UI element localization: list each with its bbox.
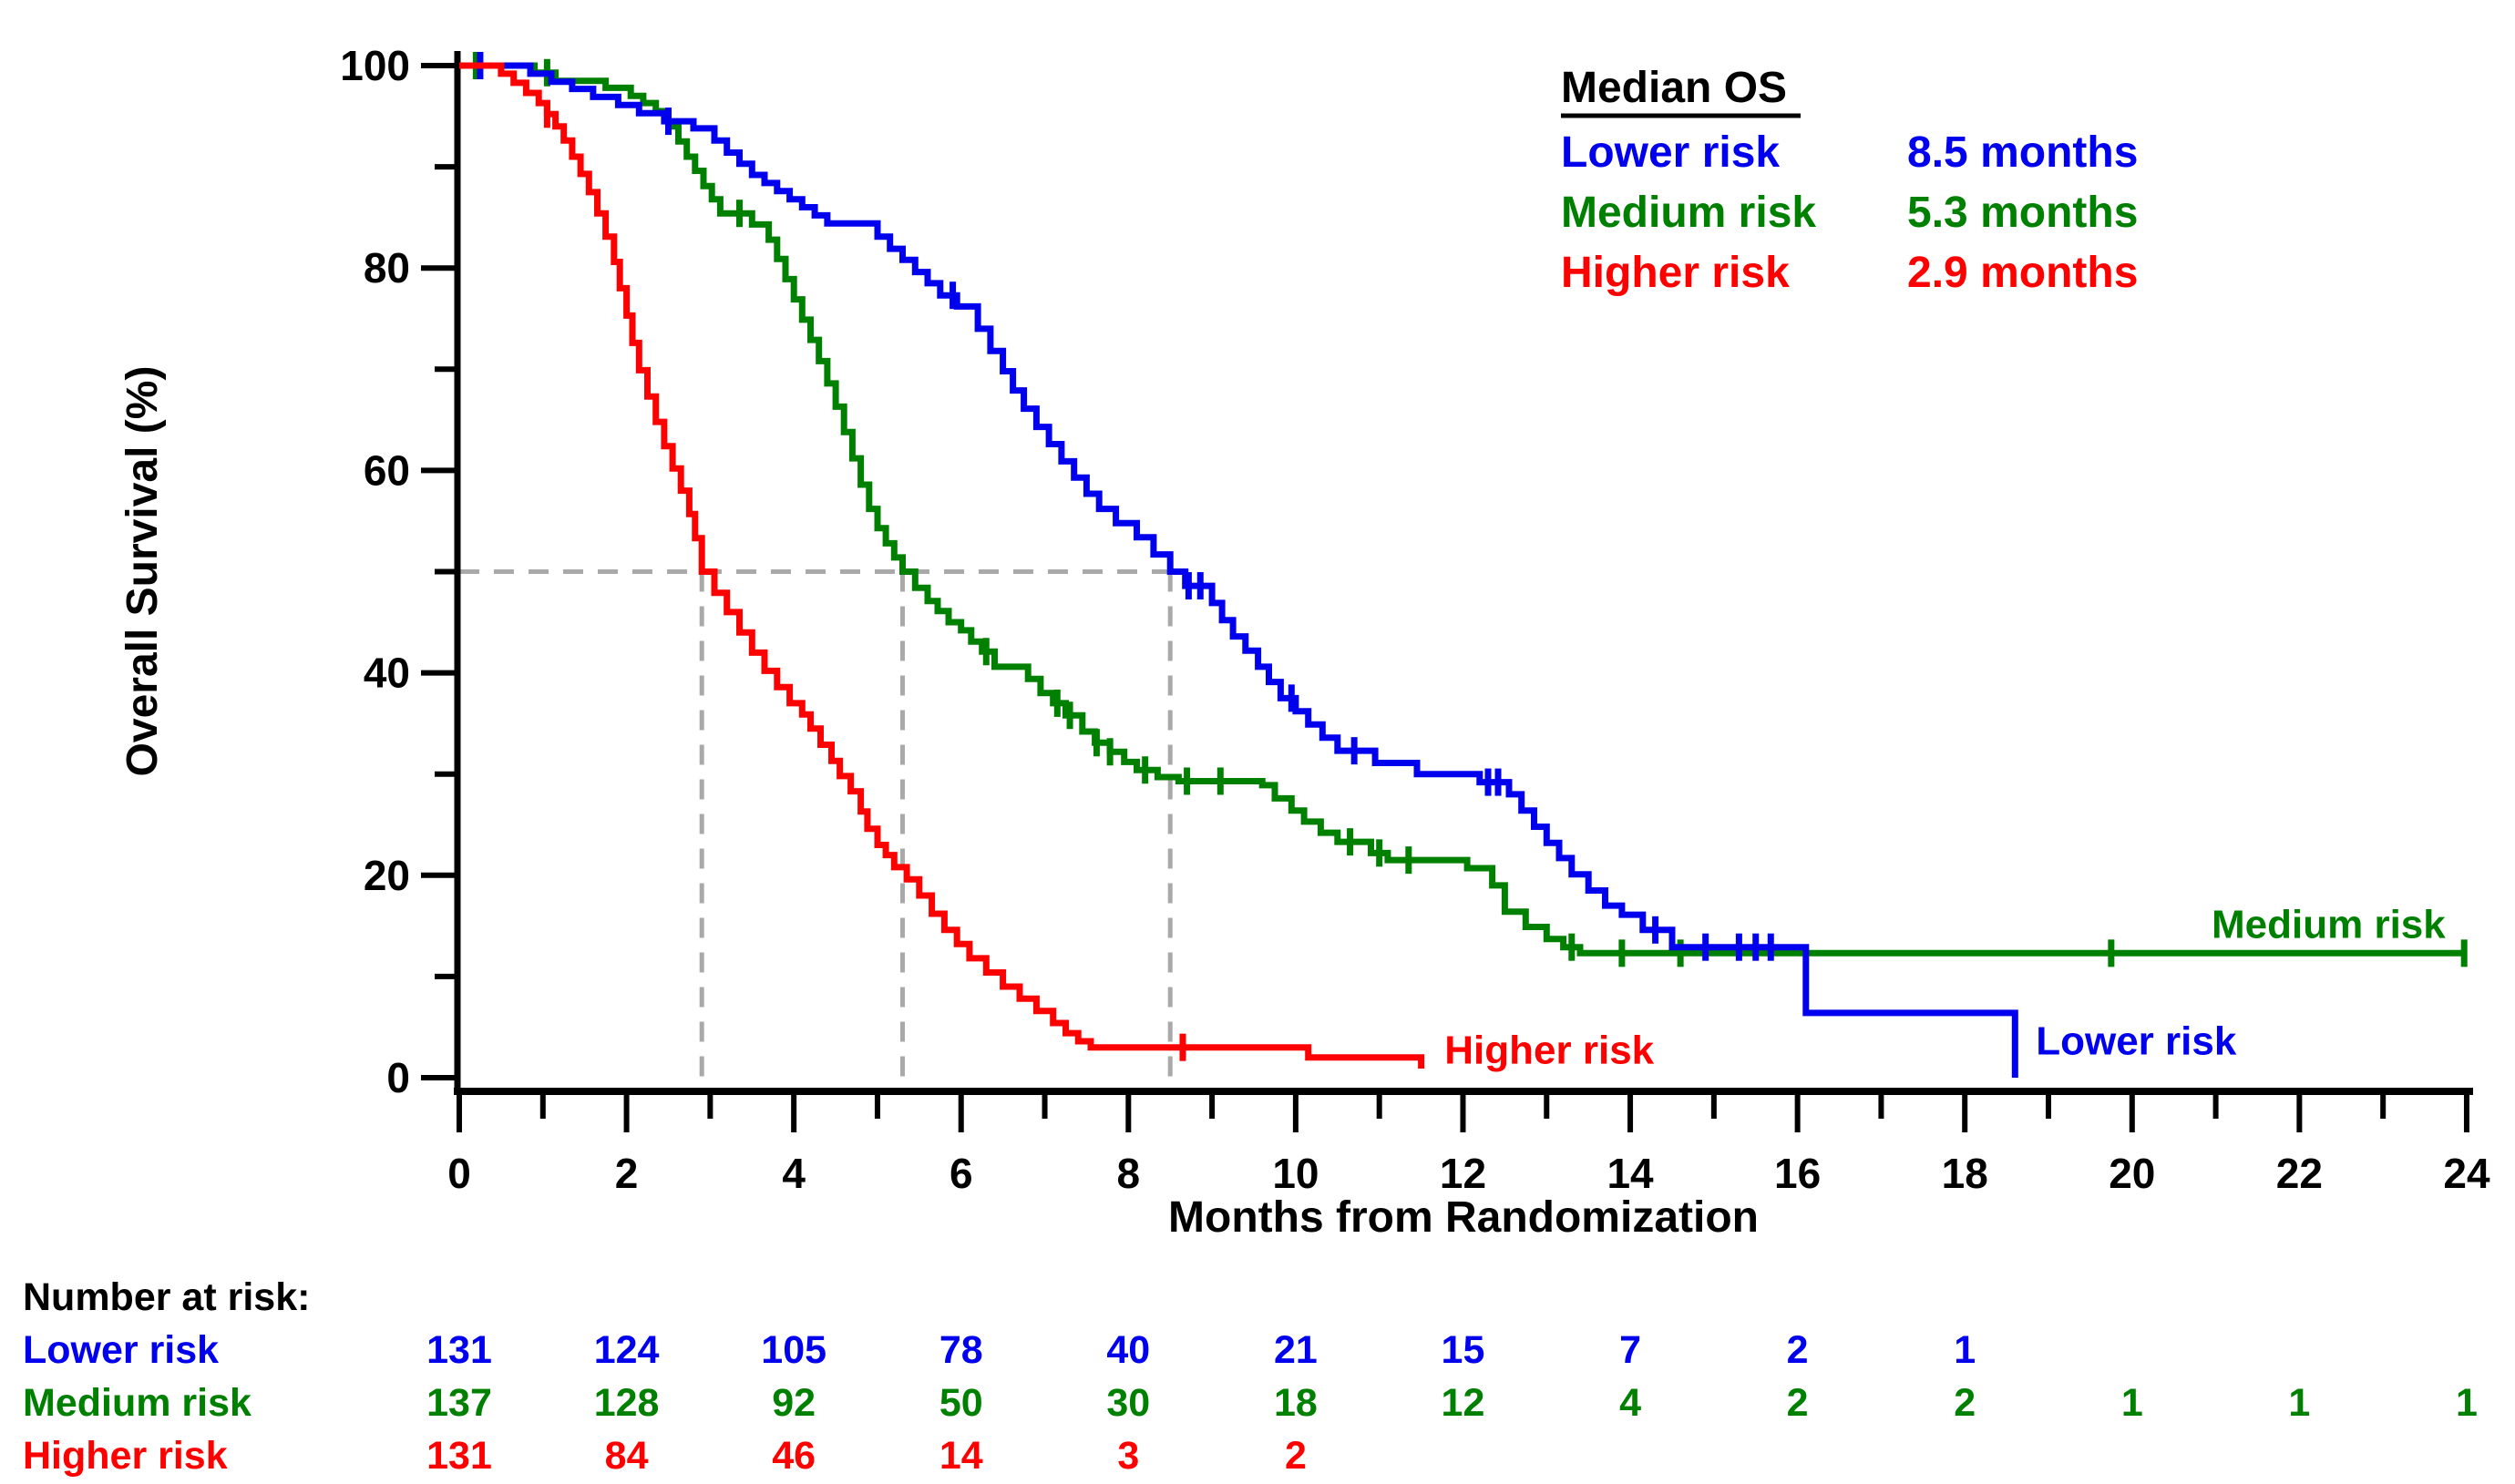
legend-entry-name: Medium risk xyxy=(1561,189,1816,237)
risk-value: 12 xyxy=(1442,1381,1485,1425)
risk-value: 137 xyxy=(426,1381,492,1425)
x-tick-label-0: 0 xyxy=(447,1150,471,1197)
risk-value: 92 xyxy=(772,1381,816,1425)
y-tick-label-80: 80 xyxy=(364,244,410,292)
risk-table-title: Number at risk: xyxy=(23,1275,310,1319)
risk-value: 30 xyxy=(1106,1381,1150,1425)
x-tick-label-2: 2 xyxy=(615,1150,639,1197)
curve-higher-risk xyxy=(459,62,1425,1069)
median-os-legend: Median OS Lower risk 8.5 months Medium ris… xyxy=(1561,64,2138,297)
inline-label-higher-risk: Higher risk xyxy=(1444,1028,1654,1072)
risk-value: 18 xyxy=(1274,1381,1318,1425)
survival-curves xyxy=(459,52,2468,1078)
x-tick-label-24: 24 xyxy=(2443,1150,2490,1197)
risk-value: 40 xyxy=(1106,1328,1150,1372)
risk-value: 2 xyxy=(1787,1328,1809,1372)
x-tick-label-22: 22 xyxy=(2276,1150,2323,1197)
risk-row-label: Medium risk xyxy=(23,1381,252,1425)
risk-value: 1 xyxy=(2288,1381,2310,1425)
x-tick-label-4: 4 xyxy=(782,1150,806,1197)
risk-value: 1 xyxy=(2121,1381,2143,1425)
risk-value: 4 xyxy=(1619,1381,1641,1425)
x-tick-label-10: 10 xyxy=(1272,1150,1319,1197)
legend-entry-value: 8.5 months xyxy=(1907,128,2138,177)
risk-value: 50 xyxy=(939,1381,983,1425)
risk-row-label: Lower risk xyxy=(23,1328,219,1372)
risk-value: 15 xyxy=(1442,1328,1485,1372)
inline-label-medium-risk: Medium risk xyxy=(2212,903,2446,947)
risk-value: 14 xyxy=(939,1434,983,1478)
median-dashed-guides xyxy=(459,569,1173,1090)
x-tick-label-20: 20 xyxy=(2109,1150,2155,1197)
risk-value: 131 xyxy=(426,1328,492,1372)
risk-value: 2 xyxy=(1285,1434,1307,1478)
x-tick-label-16: 16 xyxy=(1774,1150,1821,1197)
curve-medium-risk xyxy=(459,62,2467,957)
y-tick-label-20: 20 xyxy=(364,852,410,899)
risk-value: 1 xyxy=(2456,1381,2478,1425)
risk-value: 131 xyxy=(426,1434,492,1478)
risk-value: 105 xyxy=(761,1328,826,1372)
risk-value: 21 xyxy=(1274,1328,1318,1372)
risk-value: 3 xyxy=(1117,1434,1139,1478)
risk-value: 124 xyxy=(594,1328,660,1372)
y-tick-label-100: 100 xyxy=(340,42,410,89)
y-axis-title: Overall Survival (%) xyxy=(118,366,167,777)
risk-value: 78 xyxy=(939,1328,983,1372)
y-tick-label-0: 0 xyxy=(386,1054,410,1101)
x-tick-label-14: 14 xyxy=(1607,1150,1654,1197)
x-axis-title: Months from Randomization xyxy=(1168,1193,1759,1242)
risk-value: 2 xyxy=(1954,1381,1976,1425)
risk-value: 2 xyxy=(1787,1381,1809,1425)
curve-inline-labels: Medium risk Lower risk Higher risk xyxy=(1444,903,2446,1073)
number-at-risk-table: Number at risk: Lower risk 131 124 105 78 40 2… xyxy=(23,1275,2478,1478)
risk-value: 7 xyxy=(1619,1328,1641,1372)
legend-title: Median OS xyxy=(1561,64,1787,112)
risk-value: 1 xyxy=(1954,1328,1976,1372)
legend-entry-name: Lower risk xyxy=(1561,128,1780,177)
x-tick-label-18: 18 xyxy=(1942,1150,1988,1197)
y-tick-label-40: 40 xyxy=(364,650,410,697)
inline-label-lower-risk: Lower risk xyxy=(2036,1018,2237,1063)
risk-value: 84 xyxy=(605,1434,649,1478)
legend-entry-value: 2.9 months xyxy=(1907,249,2138,297)
risk-row-label: Higher risk xyxy=(23,1434,228,1478)
x-tick-label-8: 8 xyxy=(1117,1150,1141,1197)
legend-entry-name: Higher risk xyxy=(1561,249,1790,297)
x-tick-label-12: 12 xyxy=(1440,1150,1486,1197)
x-tick-label-6: 6 xyxy=(950,1150,973,1197)
risk-value: 46 xyxy=(772,1434,816,1478)
y-tick-label-60: 60 xyxy=(364,446,410,494)
legend-entry-value: 5.3 months xyxy=(1907,189,2138,237)
risk-value: 128 xyxy=(594,1381,660,1425)
curve-lower-risk xyxy=(459,62,2018,1078)
